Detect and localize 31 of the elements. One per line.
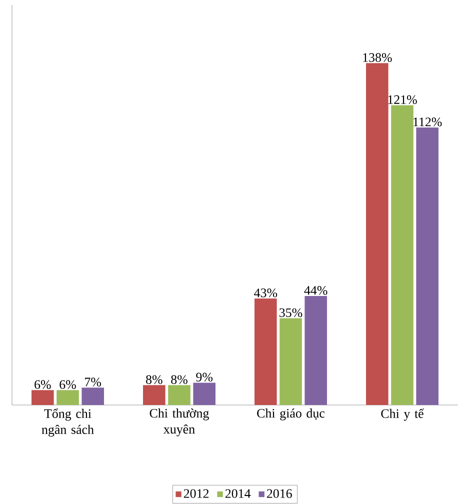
bar: [391, 105, 414, 405]
bar: [82, 388, 104, 405]
data-label: 44%: [304, 286, 328, 295]
data-label: 138%: [363, 53, 392, 62]
bar: [143, 385, 166, 405]
data-label: 9%: [196, 372, 213, 382]
x-tick-label: Tổng chi ngân sách: [42, 408, 94, 437]
legend-label: 2016: [266, 489, 292, 498]
bar: [193, 382, 216, 405]
data-label: 6%: [34, 380, 51, 389]
x-tick-label: Chi thường xuyên: [150, 408, 209, 436]
data-label: 8%: [171, 375, 188, 384]
data-label: 35%: [280, 308, 302, 318]
bar: [366, 63, 388, 405]
data-label: 6%: [60, 380, 76, 389]
data-label: 8%: [146, 375, 162, 384]
data-label: 7%: [85, 378, 102, 386]
x-tick-label: Chi y tế: [381, 408, 424, 421]
data-label: 43%: [254, 288, 278, 298]
legend-label: 2014: [225, 489, 251, 498]
bar: [56, 390, 79, 405]
bar: [32, 390, 54, 405]
x-tick-label: Chi giáo dục: [257, 408, 325, 420]
bar: [168, 385, 190, 405]
data-label: 112%: [414, 118, 442, 126]
data-label: 121%: [388, 95, 417, 104]
bar: [416, 128, 438, 405]
legend-label: 2012: [184, 489, 209, 498]
bar: [304, 296, 327, 405]
bar: [254, 298, 277, 405]
bar: [280, 318, 302, 405]
